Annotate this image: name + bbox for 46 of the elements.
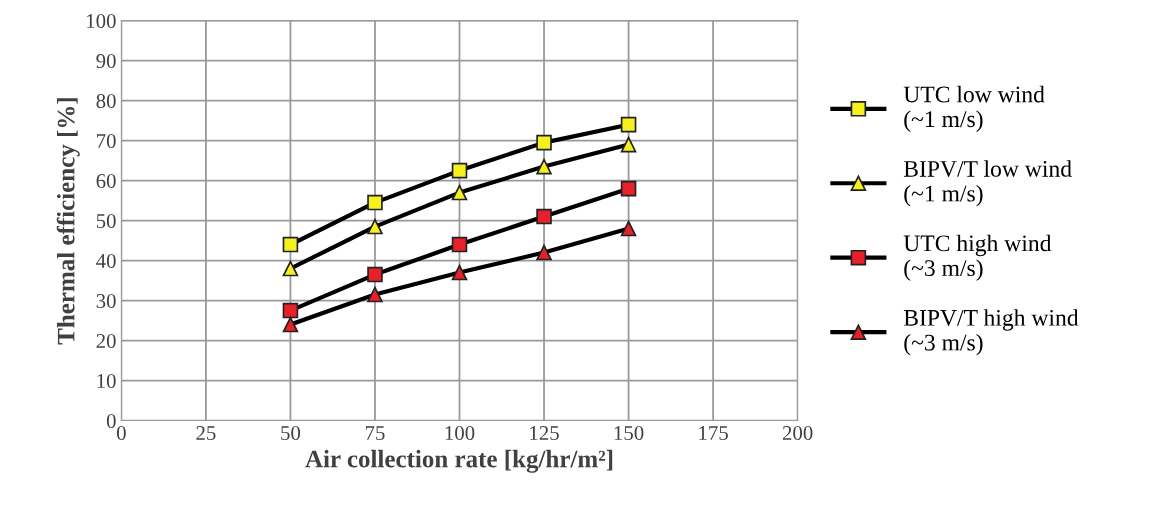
legend-label: UTC low wind (~1 m/s) xyxy=(903,85,1045,132)
x-tick-label: 125 xyxy=(530,426,559,441)
legend-label: UTC high wind (~3 m/s) xyxy=(903,234,1052,281)
y-tick-label: 50 xyxy=(96,213,116,229)
legend-label: BIPV/T low wind (~1 m/s) xyxy=(903,160,1072,207)
point xyxy=(536,158,552,175)
point xyxy=(536,134,552,151)
y-tick-label: 70 xyxy=(97,133,116,149)
x-tick-label: 25 xyxy=(196,426,216,441)
y-axis-title: Thermal efficiency [%] xyxy=(56,98,80,345)
y-tick-label: 0 xyxy=(106,413,116,428)
point xyxy=(282,302,299,319)
x-tick-label: 150 xyxy=(614,426,644,441)
y-tick-label: 30 xyxy=(96,293,116,308)
y-tick-label: 60 xyxy=(96,173,116,189)
point xyxy=(451,236,468,253)
point xyxy=(536,244,552,261)
x-tick-label: 75 xyxy=(365,426,385,441)
y-tick-label: 80 xyxy=(96,93,116,109)
point xyxy=(620,116,637,133)
point xyxy=(282,236,299,253)
point xyxy=(367,218,383,235)
point xyxy=(282,316,299,333)
x-tick-label: 0 xyxy=(116,426,126,441)
point xyxy=(367,194,383,211)
legend-label: BIPV/T high wind (~3 m/s) xyxy=(903,309,1079,356)
x-tick-label: 200 xyxy=(782,426,813,441)
y-tick-label: 100 xyxy=(87,14,116,29)
point xyxy=(536,208,552,225)
x-tick-label: 50 xyxy=(281,426,301,441)
point xyxy=(620,220,637,237)
x-tick-label: 100 xyxy=(445,426,475,441)
point xyxy=(282,260,299,277)
y-tick-label: 40 xyxy=(96,253,116,269)
point xyxy=(367,286,383,303)
x-tick-label: 175 xyxy=(699,426,728,441)
point xyxy=(620,180,637,197)
y-tick-label: 90 xyxy=(96,54,116,69)
y-tick-label: 20 xyxy=(96,333,116,348)
point xyxy=(451,184,468,201)
point xyxy=(451,264,468,281)
x-axis-title: Air collection rate [kg/hr/m²] xyxy=(305,449,613,473)
point xyxy=(367,266,383,283)
point xyxy=(451,162,468,179)
point xyxy=(620,136,637,153)
y-tick-label: 10 xyxy=(97,373,116,388)
